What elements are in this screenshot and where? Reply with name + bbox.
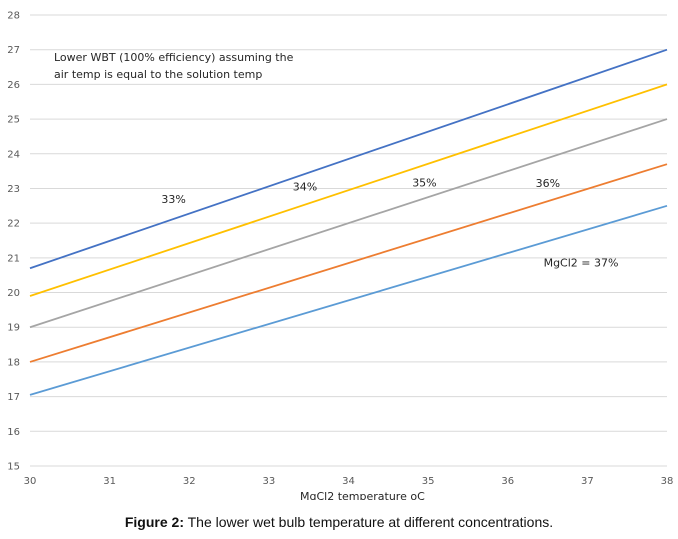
series-lines — [29, 48, 668, 396]
y-tick-label: 21 — [7, 253, 20, 264]
y-tick-label: 16 — [7, 427, 20, 438]
y-tick-label: 27 — [7, 45, 20, 56]
x-tick-label: 32 — [183, 476, 196, 487]
x-tick-label: 31 — [103, 476, 116, 487]
chart: 15 16 17 18 19 20 21 22 23 24 25 26 27 28 30 31 32 33 34 35… — [7, 11, 673, 501]
series-line-0 — [29, 48, 668, 270]
annotation-line-1: Lower WBT (100% efficiency) assuming the — [54, 51, 294, 64]
x-tick-label: 35 — [422, 476, 435, 487]
figure-caption-text: The lower wet bulb temperature at differ… — [183, 514, 554, 530]
series-line-4 — [29, 204, 668, 396]
x-tick-label: 38 — [661, 476, 674, 487]
x-tick-label: 33 — [263, 476, 276, 487]
y-tick-label: 26 — [7, 80, 20, 91]
y-tick-label: 22 — [7, 219, 20, 230]
x-tick-label: 30 — [24, 476, 37, 487]
series-label-1: 34% — [293, 181, 317, 194]
figure-caption: Figure 2: The lower wet bulb temperature… — [0, 514, 678, 530]
series-label-2: 35% — [412, 176, 436, 189]
series-line-3 — [29, 163, 668, 363]
x-axis-label: MgCl2 temperature oC — [300, 490, 425, 500]
series-label-4: MgCl2 = 37% — [544, 256, 619, 269]
y-tick-label: 23 — [7, 184, 20, 195]
y-tick-label: 15 — [7, 462, 20, 473]
figure-caption-label: Figure 2: — [124, 514, 184, 530]
series-label-0: 33% — [161, 193, 185, 206]
y-tick-label: 25 — [7, 115, 20, 126]
series-label-3: 36% — [536, 177, 560, 190]
y-tick-label: 20 — [7, 288, 20, 299]
series-line-2 — [29, 118, 668, 329]
x-tick-label: 36 — [501, 476, 514, 487]
y-tick-label: 18 — [7, 357, 20, 368]
series-line-1 — [29, 83, 668, 297]
y-tick-label: 19 — [7, 323, 20, 334]
series-labels: 33% 34% 35% 36% MgCl2 = 37% — [161, 176, 618, 269]
axis-ticks: 15 16 17 18 19 20 21 22 23 24 25 26 27 28 30 31 32 33 34 35… — [7, 11, 673, 488]
x-tick-label: 37 — [581, 476, 594, 487]
annotation-line-2: air temp is equal to the solution temp — [54, 68, 262, 81]
x-tick-label: 34 — [342, 476, 355, 487]
y-tick-label: 28 — [7, 11, 20, 22]
y-tick-label: 17 — [7, 392, 20, 403]
y-tick-label: 24 — [7, 149, 20, 160]
